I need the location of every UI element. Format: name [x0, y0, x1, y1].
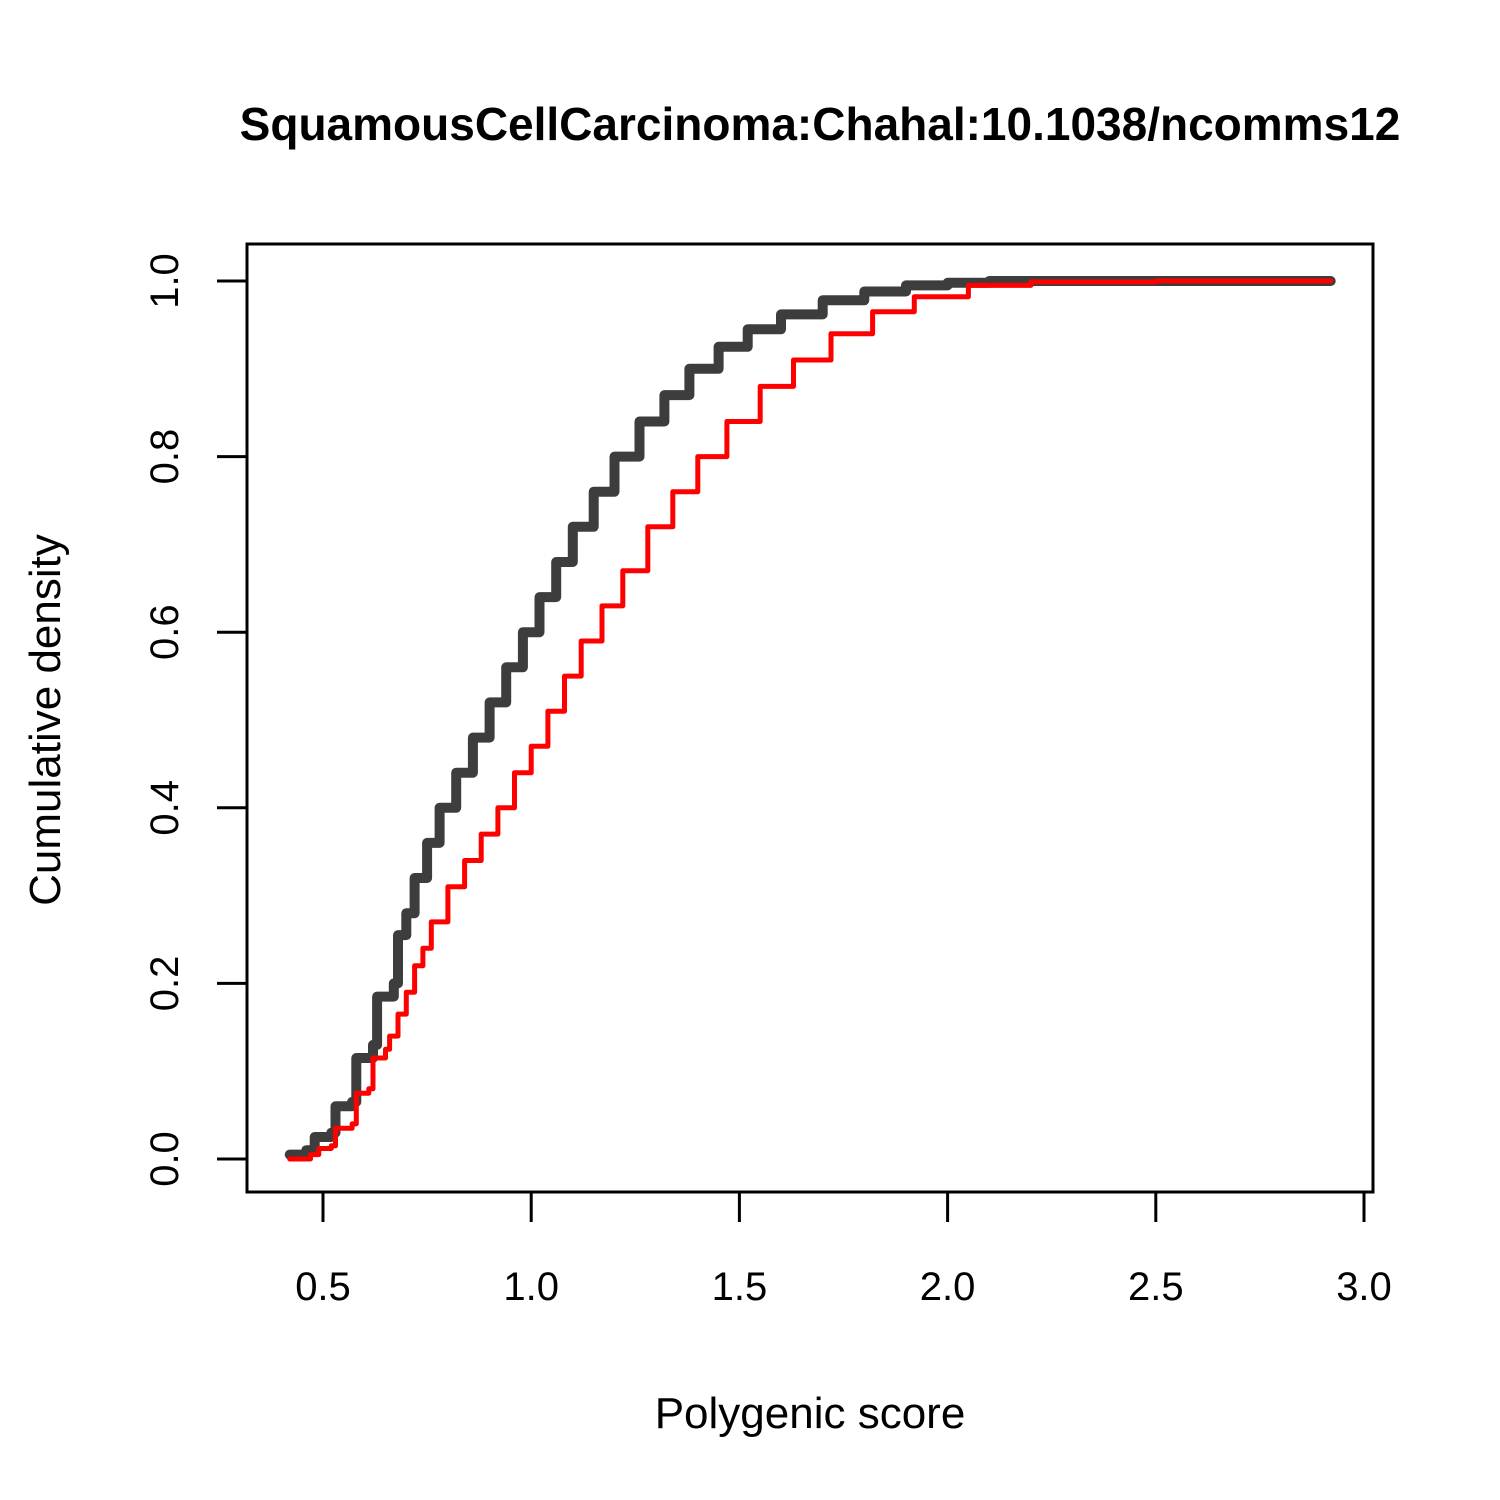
x-tick-label: 2.5	[1128, 1265, 1184, 1309]
x-tick-label: 3.0	[1336, 1265, 1392, 1309]
y-tick-label: 0.0	[143, 1131, 187, 1187]
y-tick-label: 0.2	[143, 956, 187, 1012]
x-tick-label: 1.0	[503, 1265, 559, 1309]
x-tick-label: 1.5	[712, 1265, 768, 1309]
y-tick-label: 0.8	[143, 429, 187, 485]
y-tick-label: 0.4	[143, 780, 187, 836]
y-axis-title: Cumulative density	[21, 534, 70, 906]
series-line-red	[287, 278, 1334, 1162]
y-axis: 0.0 0.2 0.4 0.6 0.8 1.0	[143, 253, 249, 1187]
series-layer	[284, 276, 1336, 1162]
chart-title: SquamousCellCarcinoma:Chahal:10.1038/nco…	[240, 98, 1401, 150]
y-tick-label: 0.6	[143, 604, 187, 660]
plot-frame	[245, 242, 1375, 1194]
x-axis: 0.5 1.0 1.5 2.0 2.5 3.0	[295, 1190, 1392, 1309]
y-tick-label: 1.0	[143, 253, 187, 309]
x-tick-label: 0.5	[295, 1265, 351, 1309]
series-line-black	[284, 276, 1336, 1160]
x-tick-label: 2.0	[920, 1265, 976, 1309]
x-axis-title: Polygenic score	[655, 1389, 966, 1438]
